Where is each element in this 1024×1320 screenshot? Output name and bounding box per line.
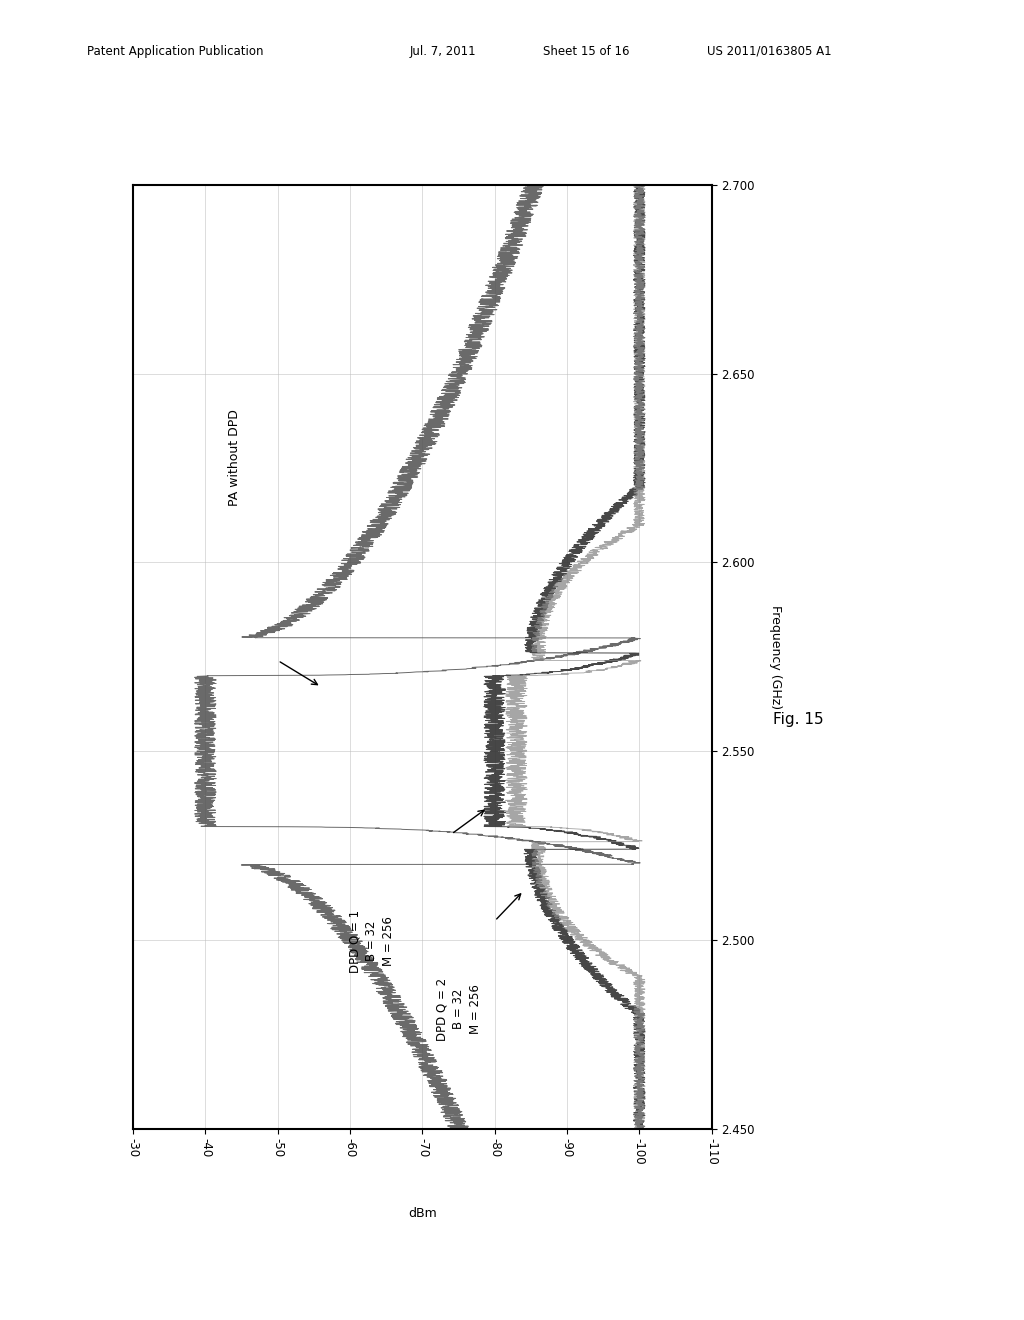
Text: PA without DPD: PA without DPD	[228, 409, 241, 506]
Text: Patent Application Publication: Patent Application Publication	[87, 45, 263, 58]
Text: Fig. 15: Fig. 15	[773, 711, 823, 727]
Text: Jul. 7, 2011: Jul. 7, 2011	[410, 45, 476, 58]
Text: DPD Q = 1
B = 32
M = 256: DPD Q = 1 B = 32 M = 256	[348, 909, 395, 973]
Y-axis label: Frequency (GHz): Frequency (GHz)	[769, 605, 781, 709]
Text: DPD Q = 2
B = 32
M = 256: DPD Q = 2 B = 32 M = 256	[435, 978, 482, 1040]
X-axis label: dBm: dBm	[408, 1206, 437, 1220]
Text: US 2011/0163805 A1: US 2011/0163805 A1	[707, 45, 831, 58]
Text: Sheet 15 of 16: Sheet 15 of 16	[543, 45, 629, 58]
